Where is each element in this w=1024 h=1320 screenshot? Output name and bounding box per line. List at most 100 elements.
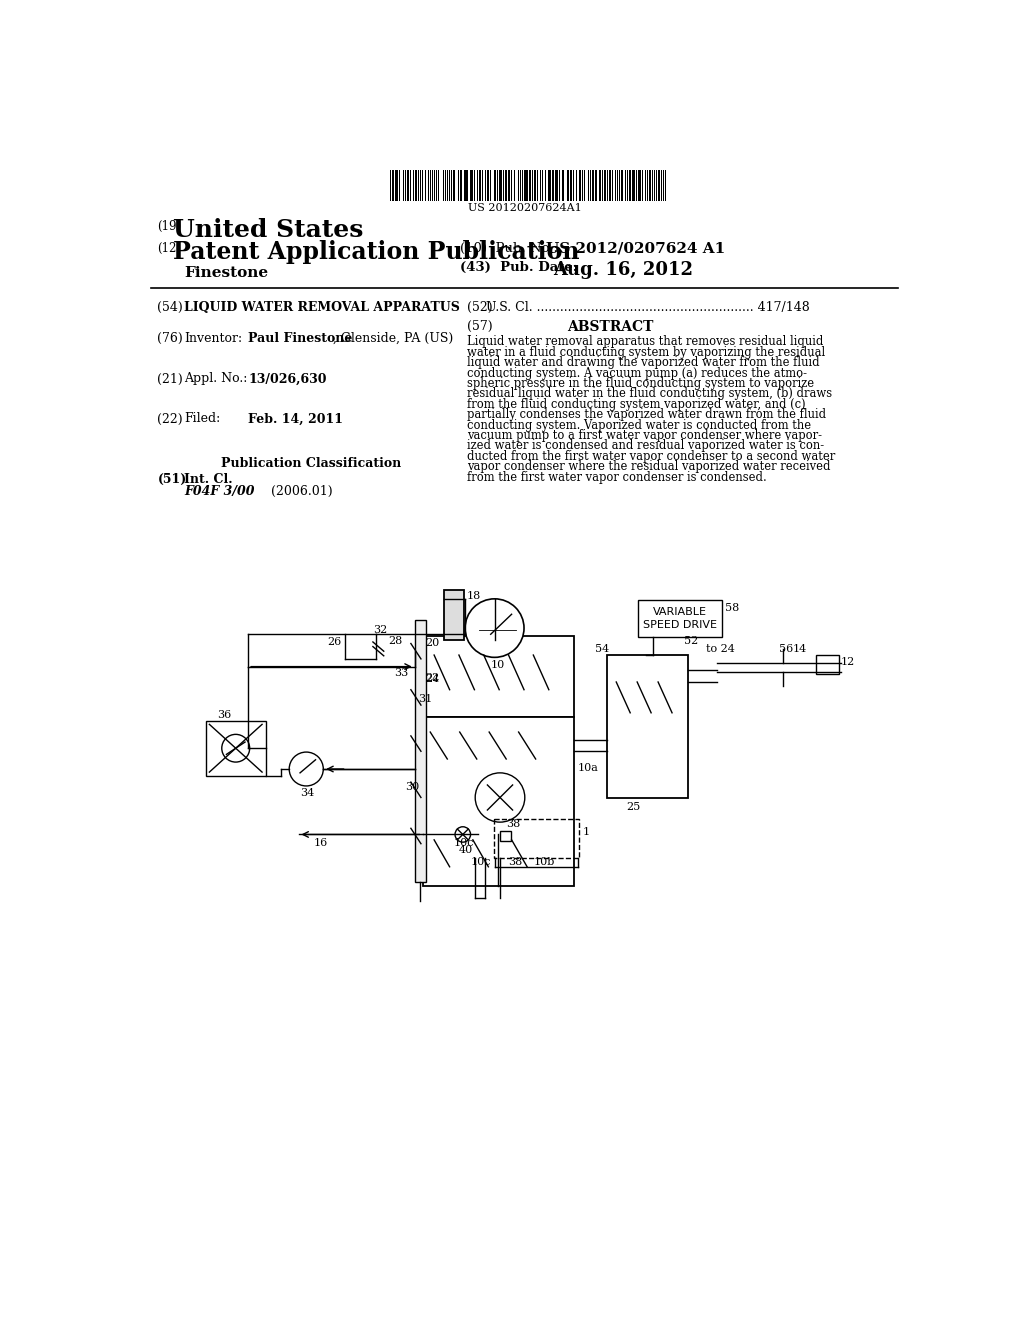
Bar	[415, 620, 426, 882]
Text: 24: 24	[425, 675, 439, 684]
Bar	[438, 170, 439, 201]
Bar	[561, 170, 564, 201]
Bar	[542, 170, 543, 201]
Text: from the fluid conducting system vaporized water, and (c): from the fluid conducting system vaporiz…	[467, 397, 806, 411]
Circle shape	[289, 752, 324, 785]
Bar	[632, 170, 634, 201]
Bar	[495, 170, 496, 201]
Bar	[415, 170, 417, 201]
Text: 33: 33	[394, 668, 409, 678]
Text: 10c: 10c	[454, 838, 474, 849]
Text: US 2012/0207624 A1: US 2012/0207624 A1	[547, 242, 726, 256]
Text: Appl. No.:: Appl. No.:	[183, 372, 247, 385]
Text: 28: 28	[388, 636, 402, 645]
Text: (10)  Pub. No.:: (10) Pub. No.:	[460, 242, 558, 255]
Bar	[642, 170, 643, 201]
Bar	[423, 636, 573, 717]
Text: from the first water vapor condenser is condensed.: from the first water vapor condenser is …	[467, 471, 767, 483]
Bar	[567, 170, 569, 201]
Bar	[500, 830, 511, 841]
Text: SPEED DRIVE: SPEED DRIVE	[643, 619, 717, 630]
Text: conducting system. Vaporized water is conducted from the: conducting system. Vaporized water is co…	[467, 418, 812, 432]
Text: 52: 52	[684, 636, 698, 645]
Bar	[609, 170, 611, 201]
Bar	[511, 170, 512, 201]
Text: spheric pressure in the fluid conducting system to vaporize: spheric pressure in the fluid conducting…	[467, 378, 814, 391]
Bar	[607, 170, 608, 201]
Bar	[477, 170, 478, 201]
Text: 25: 25	[627, 803, 641, 812]
Bar	[604, 170, 606, 201]
Bar	[545, 170, 546, 201]
Bar	[434, 170, 435, 201]
Bar	[535, 170, 537, 201]
Text: Paul Finestone: Paul Finestone	[248, 331, 352, 345]
Bar	[435, 170, 437, 201]
Bar	[505, 170, 507, 201]
Text: Filed:: Filed:	[183, 412, 220, 425]
Bar	[444, 170, 445, 201]
Text: (52): (52)	[467, 301, 494, 314]
Circle shape	[222, 734, 250, 762]
Text: United States: United States	[173, 218, 364, 242]
Bar	[470, 170, 472, 201]
Circle shape	[475, 774, 524, 822]
Bar	[423, 717, 573, 886]
Bar	[640, 170, 641, 201]
Text: LIQUID WATER REMOVAL APPARATUS: LIQUID WATER REMOVAL APPARATUS	[183, 301, 460, 314]
Bar	[655, 170, 657, 201]
Text: vacuum pump to a first water vapor condenser where vapor-: vacuum pump to a first water vapor conde…	[467, 429, 822, 442]
Text: vapor condenser where the residual vaporized water received: vapor condenser where the residual vapor…	[467, 461, 830, 474]
Bar	[638, 599, 722, 636]
Bar	[573, 170, 574, 201]
Text: 12: 12	[841, 657, 855, 668]
Bar	[432, 170, 433, 201]
Text: to 24: to 24	[707, 644, 735, 653]
Bar	[464, 170, 466, 201]
Text: conducting system. A vacuum pump (a) reduces the atmo-: conducting system. A vacuum pump (a) red…	[467, 367, 808, 380]
Bar	[526, 170, 527, 201]
Text: ducted from the first water vapor condenser to a second water: ducted from the first water vapor conden…	[467, 450, 836, 463]
Bar	[665, 170, 667, 201]
Bar	[479, 170, 481, 201]
Bar	[501, 170, 502, 201]
Text: residual liquid water in the fluid conducting system, (b) draws: residual liquid water in the fluid condu…	[467, 388, 833, 400]
Text: Aug. 16, 2012: Aug. 16, 2012	[553, 261, 692, 279]
Bar	[611, 170, 613, 201]
Text: Inventor:: Inventor:	[183, 331, 242, 345]
Bar	[446, 170, 449, 201]
Bar	[649, 170, 650, 201]
Text: 58: 58	[725, 603, 739, 612]
Circle shape	[465, 599, 524, 657]
Bar	[614, 170, 615, 201]
Bar	[538, 170, 539, 201]
Text: U.S. Cl. ........................................................ 417/148: U.S. Cl. ...............................…	[486, 301, 810, 314]
Text: 40: 40	[459, 845, 473, 855]
Text: Liquid water removal apparatus that removes residual liquid: Liquid water removal apparatus that remo…	[467, 335, 824, 348]
Text: 10c: 10c	[471, 857, 492, 867]
Bar	[595, 170, 597, 201]
Text: US 20120207624A1: US 20120207624A1	[468, 203, 582, 213]
Text: 34: 34	[300, 788, 314, 799]
Text: (21): (21)	[158, 372, 183, 385]
Bar	[548, 170, 550, 201]
Text: Patent Application Publication: Patent Application Publication	[173, 240, 580, 264]
Text: (57): (57)	[467, 321, 494, 333]
Text: 56: 56	[779, 644, 794, 655]
Text: 13/026,630: 13/026,630	[248, 372, 327, 385]
Bar	[528, 170, 531, 201]
Bar	[607, 655, 688, 797]
Bar	[636, 170, 637, 201]
Text: , Glenside, PA (US): , Glenside, PA (US)	[334, 331, 454, 345]
Bar	[420, 170, 421, 201]
Bar	[540, 170, 541, 201]
Text: ized water is condensed and residual vaporized water is con-: ized water is condensed and residual vap…	[467, 440, 824, 453]
Text: Feb. 14, 2011: Feb. 14, 2011	[248, 412, 343, 425]
Text: Publication Classification: Publication Classification	[221, 457, 401, 470]
Bar	[658, 170, 659, 201]
Text: (43)  Pub. Date:: (43) Pub. Date:	[460, 261, 578, 273]
Bar	[654, 170, 655, 201]
Bar	[570, 170, 571, 201]
Bar	[487, 170, 488, 201]
Text: (19): (19)	[158, 220, 181, 234]
